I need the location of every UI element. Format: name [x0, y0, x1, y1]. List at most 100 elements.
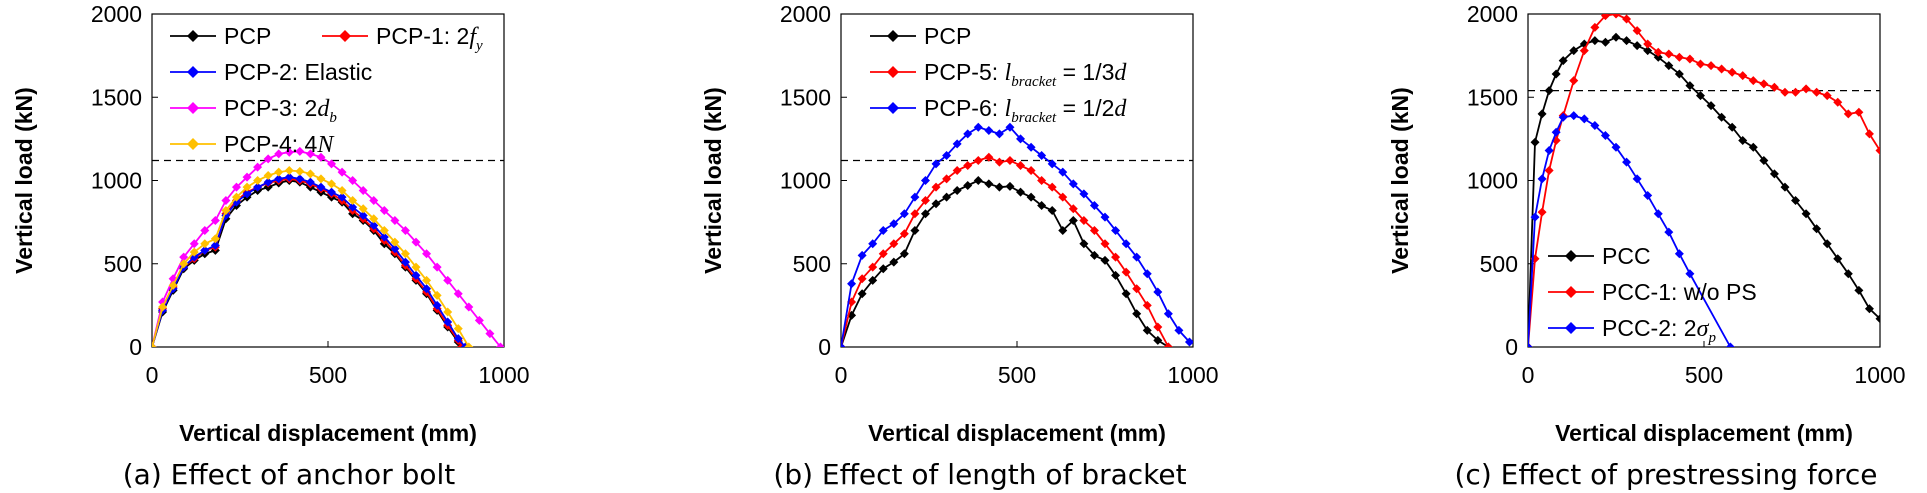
data-point — [1812, 87, 1822, 97]
data-point — [1738, 71, 1748, 81]
data-point — [1132, 252, 1142, 262]
data-point — [1089, 225, 1099, 235]
data-point — [973, 156, 983, 166]
legend-marker — [887, 66, 899, 78]
legend-marker — [187, 102, 199, 114]
data-point — [1706, 101, 1716, 111]
legend-label-subscript: bracket — [1011, 110, 1057, 126]
data-point — [1611, 142, 1621, 152]
data-point — [179, 252, 189, 262]
data-point — [1748, 142, 1758, 152]
legend-label-tail-symbol: d — [1114, 96, 1127, 122]
data-point — [1100, 255, 1110, 265]
data-point — [1685, 269, 1695, 279]
data-point — [1664, 49, 1674, 59]
data-point — [1037, 200, 1047, 210]
data-point — [1016, 187, 1026, 197]
data-point — [1111, 225, 1121, 235]
data-point — [358, 204, 368, 214]
legend-label-symbol: σ — [1697, 316, 1710, 342]
data-point — [1611, 32, 1621, 42]
y-tick-label: 1500 — [91, 84, 142, 110]
data-point — [1717, 64, 1727, 74]
legend-label: PCC-1: w/o PS — [1602, 279, 1757, 305]
legend-label-text: PCP-3: 2 — [224, 95, 317, 121]
data-point — [984, 179, 994, 189]
data-point — [1801, 84, 1811, 94]
data-point — [1132, 309, 1142, 319]
data-point — [952, 166, 962, 176]
data-point — [1163, 309, 1173, 319]
series-group — [1528, 14, 1880, 347]
data-point — [1727, 67, 1737, 77]
y-tick-label: 1000 — [780, 168, 831, 194]
data-point — [1530, 137, 1540, 147]
data-point — [242, 172, 252, 182]
data-point — [1005, 156, 1015, 166]
legend-label-text: PCP — [224, 23, 271, 49]
data-point — [295, 146, 305, 156]
data-point — [242, 189, 252, 199]
data-point — [1600, 131, 1610, 141]
legend-label-symbol: l — [1005, 60, 1012, 86]
data-point — [379, 225, 389, 235]
data-point — [889, 257, 899, 267]
data-point — [200, 225, 210, 235]
legend-label-text: PCP-6: — [924, 95, 1005, 121]
data-point — [942, 174, 952, 184]
data-point — [1174, 325, 1184, 335]
data-point — [1569, 76, 1579, 86]
data-point — [1537, 174, 1547, 184]
data-point — [889, 219, 899, 229]
data-point — [1111, 270, 1121, 280]
data-point — [1569, 46, 1579, 56]
data-point — [1791, 195, 1801, 205]
data-point — [337, 185, 347, 195]
data-point — [1163, 342, 1173, 347]
data-point — [868, 262, 878, 272]
data-point — [1047, 159, 1057, 169]
series-group — [152, 146, 504, 347]
data-point — [1875, 146, 1880, 156]
data-point — [1079, 239, 1089, 249]
data-point — [327, 179, 337, 189]
data-point — [899, 209, 909, 219]
legend-entry: PCP-4: 4N — [170, 131, 335, 158]
data-point — [1780, 182, 1790, 192]
data-point — [1717, 112, 1727, 122]
data-point — [952, 185, 962, 195]
data-point — [1047, 182, 1057, 192]
legend-label: PCC-2: 2σp — [1602, 315, 1716, 346]
series-line — [1528, 114, 1732, 347]
data-point — [878, 249, 888, 259]
data-point — [1142, 300, 1152, 310]
data-point — [295, 166, 305, 176]
data-point — [400, 225, 410, 235]
chart-caption: (a) Effect of anchor bolt — [123, 458, 456, 491]
data-point — [1769, 169, 1779, 179]
data-point — [348, 195, 358, 205]
y-tick-label: 1000 — [91, 168, 142, 194]
legend-marker — [187, 66, 199, 78]
legend-label-symbol: N — [316, 132, 335, 158]
data-point — [253, 162, 263, 172]
data-point — [1822, 91, 1832, 101]
series-line — [841, 126, 1191, 347]
data-point — [453, 334, 463, 344]
data-point — [316, 174, 326, 184]
legend-label-text: PCP-4: 4 — [224, 131, 318, 157]
data-point — [263, 177, 273, 187]
legend-label-text: PCP-2: Elastic — [224, 59, 372, 85]
data-point — [495, 342, 504, 347]
y-tick-label: 1500 — [1467, 84, 1518, 110]
data-point — [1537, 109, 1547, 119]
data-point — [432, 262, 442, 272]
data-point — [868, 275, 878, 285]
legend-label: PCP — [924, 23, 971, 49]
data-point — [1622, 36, 1632, 46]
data-point — [1153, 287, 1163, 297]
data-point — [348, 176, 358, 185]
data-point — [485, 329, 495, 339]
data-point — [316, 152, 326, 162]
data-point — [263, 171, 273, 181]
